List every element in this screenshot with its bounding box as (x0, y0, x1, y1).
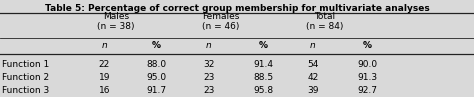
Text: 91.4: 91.4 (253, 61, 273, 69)
Text: n: n (310, 41, 316, 50)
Text: Function 1: Function 1 (2, 61, 50, 69)
Text: Function 2: Function 2 (2, 73, 49, 82)
Text: 92.7: 92.7 (357, 86, 377, 95)
Text: Table 5: Percentage of correct group membership for multivariate analyses: Table 5: Percentage of correct group mem… (45, 4, 429, 13)
Text: 91.7: 91.7 (146, 86, 166, 95)
Text: 23: 23 (203, 86, 214, 95)
Text: 32: 32 (203, 61, 214, 69)
Text: 16: 16 (99, 86, 110, 95)
Text: 90.0: 90.0 (357, 61, 377, 69)
Text: Function 3: Function 3 (2, 86, 50, 95)
Text: 42: 42 (307, 73, 319, 82)
Text: 91.3: 91.3 (357, 73, 377, 82)
Text: Females
(n = 46): Females (n = 46) (202, 12, 239, 31)
Text: 54: 54 (307, 61, 319, 69)
Text: %: % (363, 41, 372, 50)
Text: 95.8: 95.8 (253, 86, 273, 95)
Text: n: n (206, 41, 211, 50)
Text: 88.0: 88.0 (146, 61, 166, 69)
Text: Males
(n = 38): Males (n = 38) (97, 12, 135, 31)
Text: 95.0: 95.0 (146, 73, 166, 82)
Text: 88.5: 88.5 (253, 73, 273, 82)
Text: %: % (259, 41, 267, 50)
Text: n: n (101, 41, 107, 50)
Text: 22: 22 (99, 61, 110, 69)
Text: 19: 19 (99, 73, 110, 82)
Text: %: % (152, 41, 161, 50)
Text: 23: 23 (203, 73, 214, 82)
Text: Total
(n = 84): Total (n = 84) (306, 12, 343, 31)
Text: 39: 39 (307, 86, 319, 95)
